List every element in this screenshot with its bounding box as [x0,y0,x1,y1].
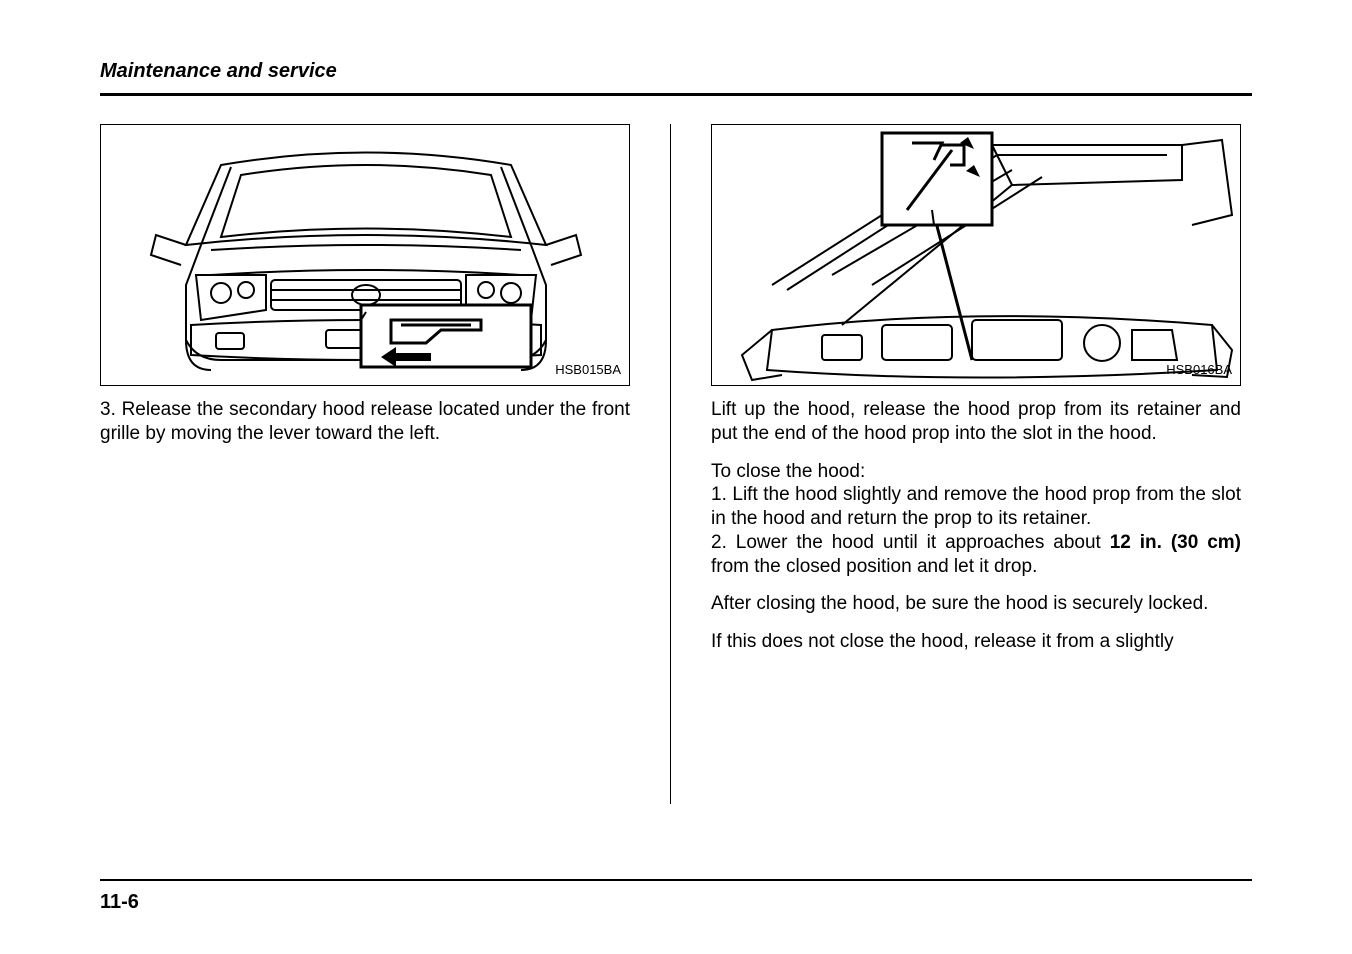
column-divider [670,124,671,804]
page: Maintenance and service [0,0,1352,954]
hood-prop-illustration [712,125,1242,387]
close-hood-block: To close the hood: 1. Lift the hood slig… [711,460,1241,579]
right-column: HSB016BA Lift up the hood, release the h… [711,124,1241,804]
two-column-layout: HSB015BA 3. Release the secondary hood r… [100,124,1252,804]
page-footer: 11-6 [100,879,1252,914]
close-step-2a: 2. Lower the hood until it approaches ab… [711,532,1110,553]
step-3-text: 3. Release the secondary hood release lo… [100,398,630,446]
section-header: Maintenance and service [100,60,1252,93]
lift-hood-text: Lift up the hood, release the hood prop … [711,398,1241,446]
close-intro: To close the hood: [711,460,1241,484]
page-number: 11-6 [100,891,1252,914]
close-step-1: 1. Lift the hood slightly and remove the… [711,483,1241,531]
figure-hood-open: HSB016BA [711,124,1241,386]
car-front-illustration [101,125,631,387]
footer-rule [100,879,1252,881]
close-step-2b: from the closed position and let it drop… [711,556,1037,577]
figure-front-view: HSB015BA [100,124,630,386]
close-step-2-bold: 12 in. (30 cm) [1110,532,1241,553]
figure-label-left: HSB015BA [555,362,621,377]
last-line-text: If this does not close the hood, release… [711,630,1241,654]
figure-label-right: HSB016BA [1166,362,1232,377]
left-column: HSB015BA 3. Release the secondary hood r… [100,124,630,804]
close-step-2: 2. Lower the hood until it approaches ab… [711,531,1241,579]
after-closing-text: After closing the hood, be sure the hood… [711,592,1241,616]
header-rule [100,93,1252,96]
